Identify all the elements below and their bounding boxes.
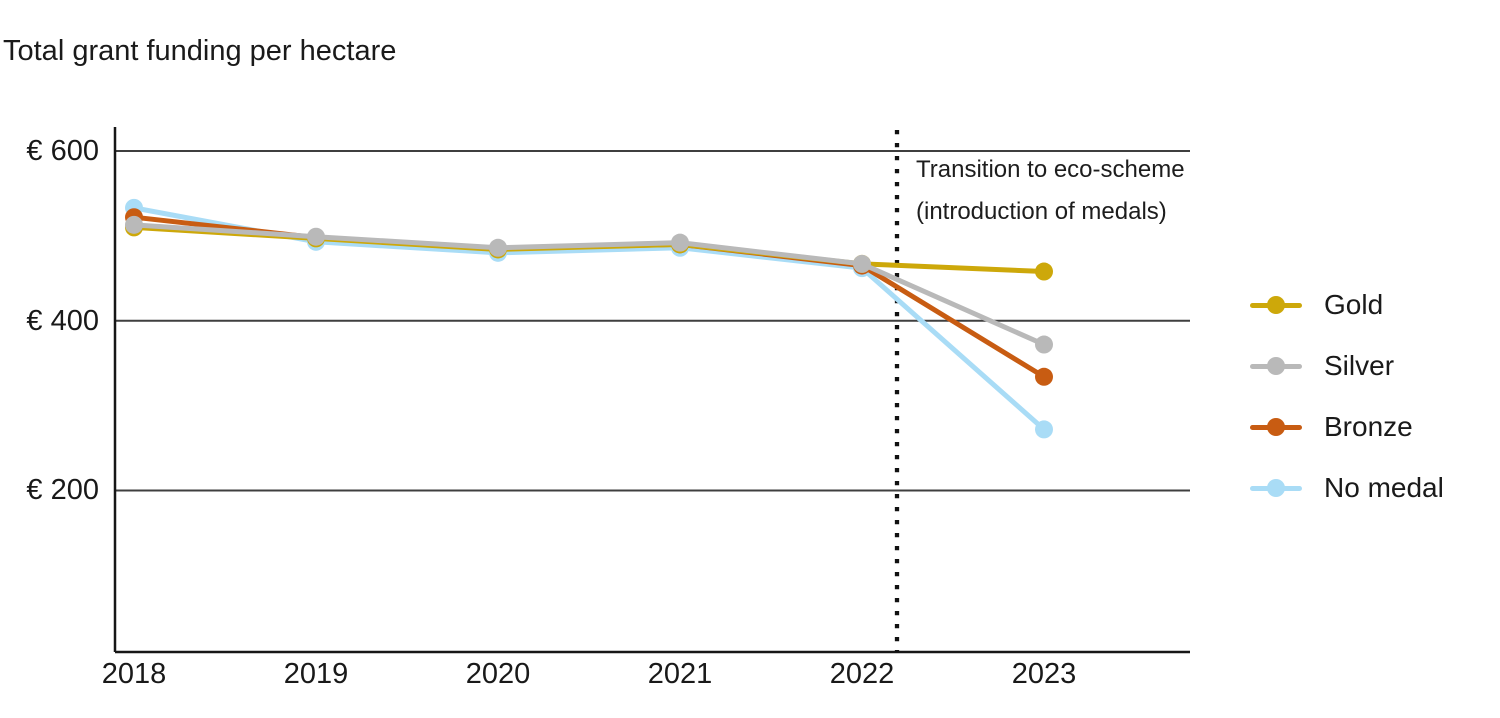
legend-dot-icon xyxy=(1267,479,1285,497)
data-point-silver xyxy=(489,238,507,257)
legend-item-gold: Gold xyxy=(1250,288,1444,322)
data-point-gold xyxy=(1035,262,1053,281)
chart-title: Total grant funding per hectare xyxy=(3,35,397,67)
series-line-silver xyxy=(133,222,1046,347)
legend-swatch-gold xyxy=(1250,288,1302,322)
x-tick-2022: 2022 xyxy=(829,658,895,690)
legend-swatch-silver xyxy=(1250,349,1302,383)
legend-label-silver: Silver xyxy=(1324,350,1395,381)
data-point-bronze xyxy=(1035,367,1053,386)
legend-label-gold: Gold xyxy=(1324,289,1384,320)
legend-item-silver: Silver xyxy=(1250,349,1444,383)
x-tick-2020: 2020 xyxy=(465,658,531,690)
series-line-no-medal xyxy=(133,205,1046,432)
legend-label-no-medal: No medal xyxy=(1324,472,1444,503)
data-point-no-medal xyxy=(1035,420,1053,439)
x-tick-2023: 2023 xyxy=(1011,658,1077,690)
legend-swatch-bronze xyxy=(1250,410,1302,444)
legend-swatch-no-medal xyxy=(1250,471,1302,505)
data-point-silver xyxy=(307,227,325,246)
data-point-silver xyxy=(125,215,143,234)
y-tick-400: € 400 xyxy=(26,305,99,337)
legend-dot-icon xyxy=(1267,296,1285,314)
legend-dot-icon xyxy=(1267,357,1285,375)
annotation-line-1: Transition to eco-scheme xyxy=(916,156,1185,183)
data-point-silver xyxy=(1035,335,1053,354)
series-line-bronze xyxy=(133,214,1046,379)
data-point-silver xyxy=(671,233,689,252)
x-tick-2018: 2018 xyxy=(101,658,167,690)
x-tick-2021: 2021 xyxy=(647,658,713,690)
legend-dot-icon xyxy=(1267,418,1285,436)
y-tick-600: € 600 xyxy=(26,135,99,167)
x-tick-2019: 2019 xyxy=(283,658,349,690)
annotation: Transition to eco-scheme (introduction o… xyxy=(916,149,1185,233)
legend-label-bronze: Bronze xyxy=(1324,411,1413,442)
legend-item-no-medal: No medal xyxy=(1250,471,1444,505)
data-point-silver xyxy=(853,254,871,273)
y-tick-200: € 200 xyxy=(26,474,99,506)
legend: Gold Silver Bronze No medal xyxy=(1250,288,1444,532)
annotation-line-2: (introduction of medals) xyxy=(916,198,1167,225)
legend-item-bronze: Bronze xyxy=(1250,410,1444,444)
